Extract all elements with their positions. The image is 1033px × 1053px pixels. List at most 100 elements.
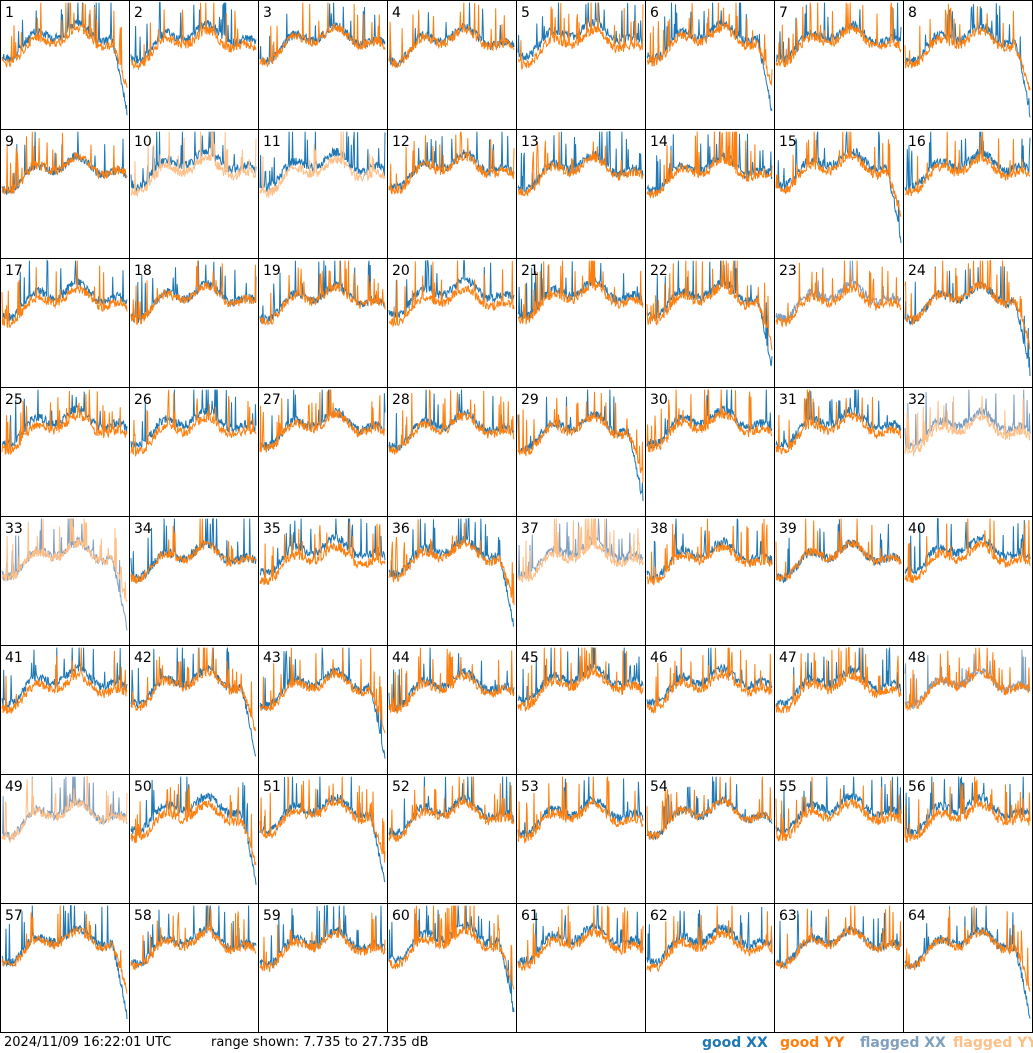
panel-42: 42 [129, 645, 259, 775]
panel-27: 27 [258, 387, 388, 517]
panel-number-label: 63 [779, 908, 797, 924]
panel-frame [129, 258, 259, 388]
panel-53-xx-series [517, 776, 644, 838]
panel-61: 61 [516, 903, 646, 1033]
panel-45: 45 [516, 645, 646, 775]
panel-11-yy-series [259, 131, 386, 198]
panel-56-yy-series [904, 776, 1031, 843]
panel-20: 20 [387, 258, 517, 388]
panel-number-label: 57 [5, 908, 23, 924]
panel-24-xx-series [904, 266, 1031, 377]
legend-flagged-xx: flagged XX [860, 1035, 946, 1051]
panel-41-yy-series [1, 647, 128, 714]
range-label: range shown: 7.735 to 27.735 dB [211, 1035, 429, 1050]
panel-26: 26 [129, 387, 259, 517]
panel-frame [258, 903, 388, 1033]
panel-62: 62 [645, 903, 775, 1033]
panel-15: 15 [774, 129, 904, 259]
panel-number-label: 58 [134, 908, 152, 924]
panel-number-label: 12 [392, 134, 410, 150]
panel-18-yy-series [130, 260, 257, 325]
panel-37: 37 [516, 516, 646, 646]
panel-1-xx-series [2, 2, 128, 116]
panel-60-yy-series [388, 905, 515, 990]
panel-4: 4 [387, 0, 517, 130]
panel-5: 5 [516, 0, 646, 130]
panel-23: 23 [774, 258, 904, 388]
panel-frame [903, 645, 1033, 775]
panel-38-yy-series [646, 518, 773, 586]
panel-17-xx-series [1, 258, 128, 323]
panel-41-xx-series [1, 647, 128, 708]
panel-number-label: 18 [134, 263, 152, 279]
panel-34-yy-series [130, 518, 257, 584]
panel-frame [129, 129, 259, 259]
panel-63-yy-series [775, 905, 902, 970]
panel-21-yy-series [517, 260, 644, 325]
panel-number-label: 37 [521, 521, 539, 537]
panel-25-yy-series [1, 389, 128, 455]
panel-number-label: 62 [650, 908, 668, 924]
panel-24-yy-series [904, 260, 1031, 350]
panel-number-label: 31 [779, 392, 797, 408]
panel-frame [129, 774, 259, 904]
panel-8-yy-series [904, 3, 1031, 91]
panel-7-xx-series [775, 2, 902, 63]
panel-13-yy-series [517, 131, 644, 197]
panel-50: 50 [129, 774, 259, 904]
panel-31-yy-series [775, 389, 902, 455]
panel-58-yy-series [130, 905, 257, 971]
panel-number-label: 42 [134, 650, 152, 666]
panel-number-label: 45 [521, 650, 539, 666]
panel-42-yy-series [130, 647, 257, 732]
panel-frame [903, 129, 1033, 259]
panel-number-label: 61 [521, 908, 539, 924]
panel-46: 46 [645, 645, 775, 775]
panel-20-yy-series [388, 260, 515, 328]
panel-number-label: 7 [779, 5, 788, 21]
panel-41: 41 [0, 645, 130, 775]
panel-60: 60 [387, 903, 517, 1033]
panel-35-yy-series [259, 521, 386, 586]
panel-28-yy-series [388, 389, 515, 455]
panel-frame [0, 129, 130, 259]
panel-27-yy-series [259, 389, 386, 453]
panel-frame [387, 0, 517, 130]
panel-number-label: 41 [5, 650, 23, 666]
panel-12-yy-series [388, 131, 515, 195]
panel-number-label: 10 [134, 134, 152, 150]
panel-56: 56 [903, 774, 1033, 904]
panel-number-label: 19 [263, 263, 281, 279]
panel-40: 40 [903, 516, 1033, 646]
panel-number-label: 44 [392, 650, 410, 666]
panel-frame [645, 0, 775, 130]
panel-number-label: 30 [650, 392, 668, 408]
panel-number-label: 13 [521, 134, 539, 150]
panel-20-xx-series [388, 260, 515, 318]
panel-number-label: 21 [521, 263, 539, 279]
panel-35-xx-series [259, 518, 386, 577]
panel-55: 55 [774, 774, 904, 904]
panel-frame [0, 258, 130, 388]
panel-45-yy-series [517, 647, 644, 712]
panel-39-yy-series [775, 518, 902, 582]
panel-number-label: 2 [134, 5, 143, 21]
panel-32-xx-series [904, 389, 1031, 450]
panel-25: 25 [0, 387, 130, 517]
legend-good-yy: good YY [780, 1035, 845, 1051]
panel-32: 32 [903, 387, 1033, 517]
panel-1: 1 [0, 0, 130, 130]
panel-number-label: 5 [521, 5, 530, 21]
panel-2-yy-series [130, 2, 257, 71]
panel-59-yy-series [259, 912, 386, 972]
panel-number-label: 23 [779, 263, 797, 279]
panel-10-yy-series [130, 131, 257, 198]
panel-number-label: 55 [779, 779, 797, 795]
panel-number-label: 28 [392, 392, 410, 408]
panel-50-xx-series [130, 776, 257, 885]
panel-frame [645, 516, 775, 646]
panel-44: 44 [387, 645, 517, 775]
panel-28: 28 [387, 387, 517, 517]
panel-48-yy-series [904, 647, 1031, 712]
panel-40-yy-series [904, 518, 1031, 584]
